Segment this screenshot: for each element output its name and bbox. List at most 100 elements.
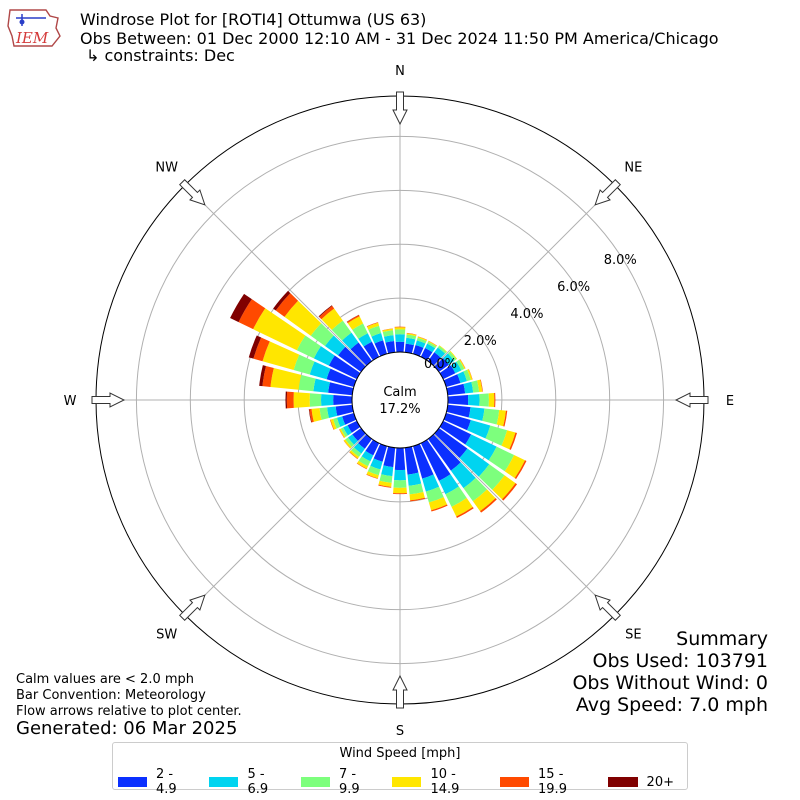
summary-heading: Summary [676,628,768,650]
grid-spoke [184,184,367,367]
windrose-bar-segment [482,408,500,425]
windrose-bar-segment [339,429,345,439]
legend-swatch [607,777,638,787]
windrose-bar-segment [395,334,405,342]
windrose-bar-segment [437,345,447,354]
flow-arrow-s-icon [392,674,408,709]
windrose-bar-segment [358,456,371,467]
windrose-bar-segment [413,344,424,357]
windrose-bar-segment [406,334,417,340]
calm-label: Calm [383,385,416,400]
windrose-bar-segment [468,394,480,406]
windrose-bar-segment [383,446,396,468]
chart-title: Windrose Plot for [ROTI4] Ottumwa (US 63… [80,10,427,29]
windrose-bar-segment [468,368,473,380]
windrose-bar-segment [262,341,300,371]
windrose-bar-segment [450,462,476,489]
radial-tick-label: 4.0% [510,307,543,322]
summary-avg-speed: Avg Speed: 7.0 mph [575,694,768,716]
legend-swatch [392,777,422,787]
windrose-bar-segment [465,434,497,461]
windrose-bar-segment [286,391,294,409]
windrose-bar-segment [275,293,299,317]
windrose-bar-segment [447,394,469,406]
windrose-bar-segment [284,300,322,336]
windrose-bar-segment [368,325,382,337]
windrose-bar-segment [253,337,270,362]
windrose-bar-segment [352,428,366,442]
windrose-bar-segment [335,404,354,416]
windrose-bar-segment [485,425,508,446]
windrose-bar-segment [361,450,374,462]
compass-label-s: S [396,724,404,739]
windrose-bar-segment [434,347,446,358]
windrose-bar-segment [367,465,381,476]
windrose-bar-segment [459,448,490,477]
windrose-bar-segment [321,308,343,330]
windrose-bar-segment [349,451,358,460]
windrose-bar-segment [338,346,366,372]
chart-subtitle-period: Obs Between: 01 Dec 2000 12:10 AM - 31 D… [80,29,719,48]
windrose-bar-segment [503,410,508,427]
windrose-bar-segment [319,305,335,320]
windrose-bar-segment [446,383,466,396]
flow-arrow-n-icon [392,91,408,126]
windrose-bar-segment [349,450,360,459]
windrose-bar-segment [467,369,473,381]
windrose-bar-segment [504,455,526,479]
windrose-bar-segment [346,314,360,323]
windrose-bar-segment [370,458,383,470]
windrose-bar-segment [352,323,368,339]
windrose-bar-segment [383,335,395,343]
windrose-bar-segment [449,350,458,360]
windrose-bar-segment [378,480,392,487]
radial-tick-label: 2.0% [464,334,497,349]
windrose-bar-segment [313,346,335,366]
windrose-bar-segment [259,365,266,387]
legend-label: 20+ [646,774,674,790]
legend-item: 15 - 19.9 [500,767,595,797]
windrose-bar-segment [404,343,414,354]
windrose-bar-segment [428,352,442,366]
windrose-bar-segment [394,447,406,471]
windrose-bar-segment [443,374,461,387]
windrose-bar-segment [343,440,351,449]
windrose-bar-segment [319,407,329,420]
windrose-bar-segment [321,394,334,406]
flow-arrow-ne-icon [594,179,621,206]
windrose-bar-segment [456,359,465,371]
summary-panel: Summary Obs Used: 103791 Obs Without Win… [572,628,768,716]
legend-swatch [300,777,330,787]
windrose-bar-segment [438,474,459,495]
flow-arrow-w-icon [91,392,126,408]
windrose-bar-segment [342,413,357,425]
windrose-bar-segment [379,474,393,483]
note-flow-arrows: Flow arrows relative to plot center. [16,704,242,719]
windrose-bar-segment [408,483,424,495]
legend-label: 2 - 4.9 [155,767,177,797]
legend-label: 7 - 9.9 [338,767,360,797]
windrose-bar-segment [356,463,367,470]
windrose-bar-segment [230,293,252,323]
windrose-bar-segment [285,391,288,409]
grid-spoke [184,433,367,616]
flow-arrow-e-icon [674,392,709,408]
legend: Wind Speed [mph] 2 - 4.9 5 - 6.9 7 - 9.9 10… [112,742,688,797]
windrose-bar-segment [468,407,485,421]
windrose-bar-segment [331,320,352,341]
windrose-bar-segment [365,439,380,456]
windrose-bar-segment [417,336,428,342]
windrose-bar-segment [343,425,352,436]
windrose-bar-segment [478,464,505,490]
legend-label: 5 - 6.9 [247,767,269,797]
windrose-bar-segment [328,382,354,396]
windrose-bar-segment [443,413,471,431]
windrose-bar-segment [393,487,407,494]
windrose-bar-segment [363,341,380,361]
windrose-bar-segment [425,486,444,503]
windrose-bar-segment [329,419,335,430]
windrose-bar-segment [416,337,427,344]
windrose-bar-segment [238,299,266,330]
windrose-bar-segment [374,340,387,357]
windrose-bar-segment [501,483,518,501]
